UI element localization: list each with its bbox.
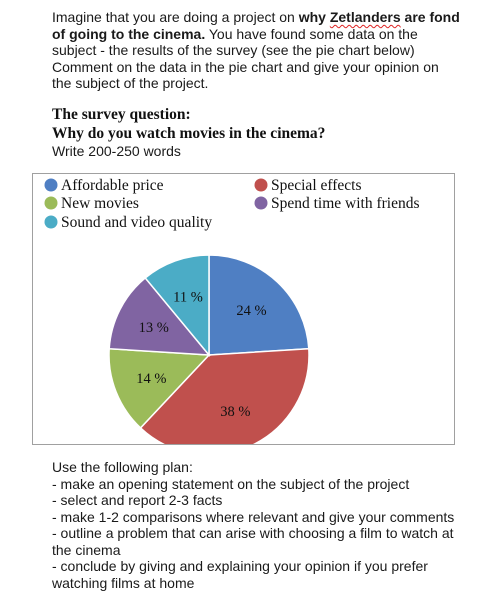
plan-item: - make 1-2 comparisons where relevant an… (52, 508, 455, 525)
pie-slice-affordable-price (208, 254, 310, 356)
legend-label-spend-time-with-friends: Spend time with friends (271, 195, 420, 212)
legend-marker-new-movies (44, 196, 58, 210)
legend-marker-sound-and-video-quality (44, 215, 58, 229)
plan-heading: Use the following plan: (52, 459, 193, 475)
intro-text-2: You have found some data on the subject … (52, 25, 439, 92)
task-intro: Imagine that you are doing a project on … (52, 9, 462, 92)
pie-data-label-sound-and-video-quality: 11 % (173, 290, 203, 306)
writing-plan: Use the following plan: - make an openin… (52, 459, 462, 591)
legend-label-sound-and-video-quality: Sound and video quality (61, 214, 212, 231)
plan-item: - outline a problem that can arise with … (52, 525, 454, 558)
legend-marker-affordable-price (44, 178, 58, 192)
legend-marker-special-effects (254, 178, 268, 192)
pie-chart-container: Affordable price Special effects New movie… (32, 173, 455, 445)
plan-item: - select and report 2-3 facts (52, 492, 223, 508)
pie-slice-spend-time-with-friends (108, 276, 211, 356)
pie-chart: Affordable price Special effects New movie… (44, 177, 420, 444)
pie-data-label-new-movies: 14 % (136, 371, 166, 387)
intro-text-1: Imagine that you are doing a project on (52, 9, 299, 25)
survey-question-label: The survey question: (52, 106, 191, 123)
pie-data-label-special-effects: 38 % (220, 404, 250, 420)
word-count-instruction: Write 200-250 words (52, 143, 181, 159)
plan-item: - conclude by giving and explaining your… (52, 558, 428, 591)
pie-data-label-affordable-price: 24 % (236, 303, 266, 319)
legend-label-affordable-price: Affordable price (61, 177, 164, 194)
intro-bold-topic: why Zetlanders are fond of going to the … (52, 9, 460, 42)
survey-question: Why do you watch movies in the cinema? (52, 125, 326, 142)
plan-item: - make an opening statement on the subje… (52, 475, 410, 492)
legend-label-new-movies: New movies (61, 195, 139, 212)
pie-slice-sound-and-video-quality (144, 254, 210, 358)
pie-data-label-spend-time-with-friends: 13 % (139, 320, 169, 336)
spellcheck-flagged-word: Zetlanders (329, 9, 401, 25)
pie-slice-new-movies (108, 347, 211, 429)
legend-label-special-effects: Special effects (271, 177, 362, 194)
legend-marker-spend-time-with-friends (254, 196, 268, 210)
pie-slice-special-effects (139, 347, 310, 444)
